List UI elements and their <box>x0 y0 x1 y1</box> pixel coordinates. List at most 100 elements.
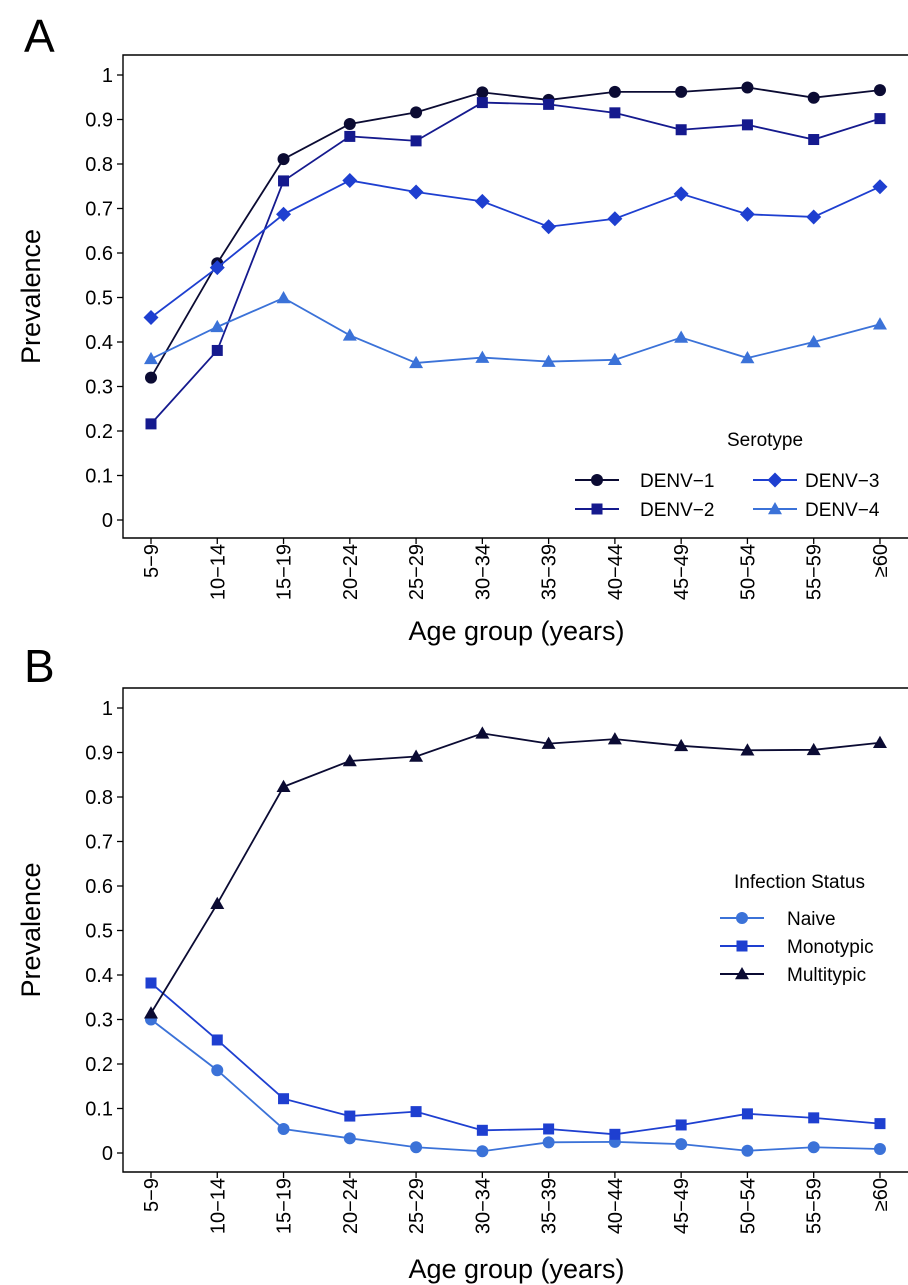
data-point <box>874 1118 886 1130</box>
data-point <box>344 1110 356 1122</box>
x-tick-label: 25−29 <box>406 544 428 600</box>
data-point <box>476 1145 489 1158</box>
legend-key-marker <box>591 474 603 486</box>
data-point <box>144 351 158 365</box>
data-point <box>608 85 621 98</box>
y-tick-label: 0.6 <box>85 243 113 265</box>
data-point <box>675 1138 688 1151</box>
data-point <box>806 335 821 348</box>
data-point <box>872 735 887 748</box>
series-0 <box>145 81 886 384</box>
x-tick-label: 50−54 <box>737 544 759 600</box>
series-line <box>150 732 881 1014</box>
legend-key-marker <box>736 912 748 924</box>
y-tick-label: 0 <box>102 1143 113 1165</box>
y-tick-label: 0.5 <box>85 921 113 943</box>
data-point <box>409 355 424 369</box>
data-point <box>873 1142 886 1155</box>
data-point <box>342 753 357 767</box>
data-point <box>410 106 423 119</box>
legend: Infection Status Naive Monotypic Multitypic <box>720 872 874 986</box>
legend-label: DENV−4 <box>805 500 880 521</box>
legend-label: DENV−3 <box>805 471 879 492</box>
data-point <box>343 117 356 130</box>
data-point <box>543 1123 555 1135</box>
data-point <box>806 742 821 756</box>
legend-label: Multitypic <box>787 965 866 986</box>
y-tick-label: 0.1 <box>85 1099 113 1121</box>
data-point <box>410 1141 423 1154</box>
data-point <box>541 219 557 235</box>
legend-key-marker <box>736 940 748 952</box>
data-point <box>609 1128 621 1140</box>
x-tick-label: 30−34 <box>472 1178 494 1234</box>
legend-label: DENV−1 <box>640 471 714 492</box>
panel-label: B <box>24 640 55 692</box>
data-point <box>145 371 157 384</box>
plot-frame <box>122 54 908 539</box>
x-tick-label: 5−9 <box>141 1178 163 1212</box>
data-point <box>808 1112 820 1124</box>
legend-key-marker <box>768 502 782 515</box>
data-point <box>143 310 159 326</box>
x-tick-label: 45−49 <box>671 1178 693 1234</box>
data-point <box>342 172 358 188</box>
x-tick-label: 45−49 <box>671 544 693 600</box>
data-point <box>277 153 290 166</box>
data-point <box>342 328 357 341</box>
data-point <box>410 135 422 147</box>
data-point <box>607 211 623 227</box>
data-point <box>276 779 291 793</box>
data-point <box>276 206 292 222</box>
y-tick-label: 0.3 <box>85 1010 113 1032</box>
y-tick-label: 0.2 <box>85 421 113 443</box>
data-point <box>276 290 291 304</box>
data-point <box>475 350 490 363</box>
x-tick-label: 55−59 <box>804 1178 826 1234</box>
y-tick-label: 0.9 <box>85 743 113 765</box>
x-tick-label: 25−29 <box>406 1178 428 1234</box>
series-3 <box>144 290 887 369</box>
data-point <box>873 84 886 97</box>
y-tick-label: 0.9 <box>85 110 113 132</box>
x-tick-label: 50−54 <box>737 1178 759 1234</box>
data-point <box>145 977 157 989</box>
panel-a: A 0 0.1 0.2 0.3 0.4 0.5 0.6 0.7 0.8 0.9 1 5−9 10−14 15… <box>16 10 908 646</box>
x-tick-label: 35−39 <box>539 544 561 600</box>
y-tick-label: 0.1 <box>85 466 113 488</box>
data-point <box>343 1132 356 1145</box>
data-point <box>476 1124 488 1136</box>
legend: Serotype DENV−1 DENV−2 DENV−3 DENV−4 <box>575 430 880 521</box>
x-tick-label: 20−24 <box>340 1178 362 1234</box>
series-line <box>150 179 881 319</box>
x-tick-label: 15−19 <box>274 544 296 600</box>
series-line <box>150 86 881 379</box>
data-point <box>211 1034 223 1046</box>
x-tick-label: 55−59 <box>804 544 826 600</box>
data-point <box>278 175 290 187</box>
data-point <box>675 1119 687 1131</box>
x-tick-label: 5−9 <box>141 544 163 578</box>
legend-key-marker <box>767 472 783 488</box>
x-tick-label: 10−14 <box>207 1178 229 1234</box>
series-line <box>150 1018 880 1153</box>
x-tick-label: 20−24 <box>340 544 362 600</box>
y-tick-label: 0.6 <box>85 876 113 898</box>
x-tick-label: 10−14 <box>207 544 229 600</box>
data-point <box>872 179 888 195</box>
x-tick-label: ≥60 <box>870 1178 892 1211</box>
panel-label: A <box>24 10 55 62</box>
y-tick-label: 0.7 <box>85 199 113 221</box>
data-point <box>874 113 886 125</box>
legend-label: Naive <box>787 909 836 930</box>
data-point <box>607 732 622 745</box>
x-tick-label: 15−19 <box>274 1178 296 1234</box>
data-point <box>474 193 490 209</box>
y-tick-label: 0.2 <box>85 1054 113 1076</box>
series-1 <box>145 977 886 1140</box>
legend-key-marker <box>591 503 603 515</box>
series-1 <box>145 97 886 430</box>
data-point <box>740 743 755 756</box>
data-point <box>741 1108 753 1120</box>
data-point <box>475 726 490 739</box>
